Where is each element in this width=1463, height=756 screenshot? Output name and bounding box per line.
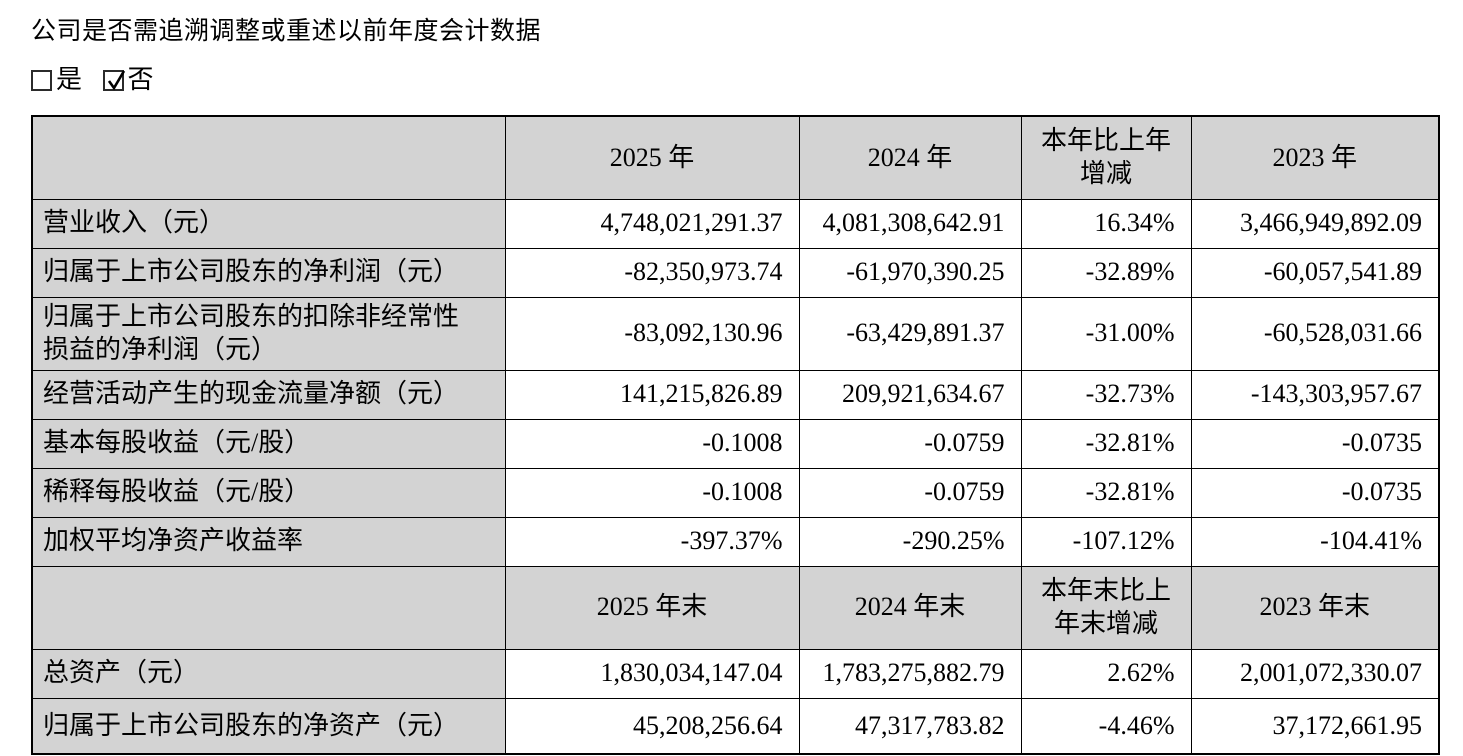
table-row-weighted-avg-roe: 加权平均净资产收益率 -397.37% -290.25% -107.12% -1… xyxy=(31,516,1440,567)
cell-2023: -60,528,031.66 xyxy=(1190,296,1440,371)
table-row-net-profit: 归属于上市公司股东的净利润（元） -82,350,973.74 -61,970,… xyxy=(31,247,1440,298)
cell-2023: -60,057,541.89 xyxy=(1190,247,1440,298)
row-label: 加权平均净资产收益率 xyxy=(31,516,506,567)
table-row-diluted-eps: 稀释每股收益（元/股） -0.1008 -0.0759 -32.81% -0.0… xyxy=(31,467,1440,518)
cell-2023: 3,466,949,892.09 xyxy=(1190,198,1440,249)
cell-2025: -397.37% xyxy=(504,516,800,567)
header-2023-end: 2023 年末 xyxy=(1190,565,1440,650)
cell-2023: -143,303,957.67 xyxy=(1190,369,1440,420)
cell-2024: -0.0759 xyxy=(798,418,1022,469)
cell-2025: 45,208,256.64 xyxy=(504,697,800,755)
table-row-basic-eps: 基本每股收益（元/股） -0.1008 -0.0759 -32.81% -0.0… xyxy=(31,418,1440,469)
cell-2023: 2,001,072,330.07 xyxy=(1190,648,1440,699)
cell-2024: 4,081,308,642.91 xyxy=(798,198,1022,249)
header-2025: 2025 年 xyxy=(504,115,800,200)
checkbox-checked-icon[interactable] xyxy=(102,69,125,91)
cell-2025: 1,830,034,147.04 xyxy=(504,648,800,699)
header-blank-cell xyxy=(31,565,506,650)
header-yoy-change: 本年比上年 增减 xyxy=(1020,115,1192,200)
cell-2023: 37,172,661.95 xyxy=(1190,697,1440,755)
cell-2023: -104.41% xyxy=(1190,516,1440,567)
table-row-revenue: 营业收入（元） 4,748,021,291.37 4,081,308,642.9… xyxy=(31,198,1440,249)
cell-2025: 141,215,826.89 xyxy=(504,369,800,420)
checkbox-unchecked-icon[interactable] xyxy=(31,69,52,91)
cell-change: 16.34% xyxy=(1020,198,1192,249)
option-yes[interactable]: 是 xyxy=(31,65,82,95)
table-row-total-assets: 总资产（元） 1,830,034,147.04 1,783,275,882.79… xyxy=(31,648,1440,699)
cell-change: -32.81% xyxy=(1020,418,1192,469)
table-row-operating-cash-flow: 经营活动产生的现金流量净额（元） 141,215,826.89 209,921,… xyxy=(31,369,1440,420)
row-label: 总资产（元） xyxy=(31,648,506,699)
table-row-net-profit-excl-nonrecurring: 归属于上市公司股东的扣除非经常性 损益的净利润（元） -83,092,130.9… xyxy=(31,296,1440,371)
option-yes-label: 是 xyxy=(56,65,83,94)
header-2024-end: 2024 年末 xyxy=(798,565,1022,650)
header-2024: 2024 年 xyxy=(798,115,1022,200)
cell-2025: 4,748,021,291.37 xyxy=(504,198,800,249)
header-row-year-end: 2025 年末 2024 年末 本年末比上 年末增减 2023 年末 xyxy=(31,565,1440,650)
row-label: 基本每股收益（元/股） xyxy=(31,418,506,469)
cell-2024: -63,429,891.37 xyxy=(798,296,1022,371)
row-label: 归属于上市公司股东的净资产（元） xyxy=(31,697,506,755)
cell-2024: -290.25% xyxy=(798,516,1022,567)
row-label: 归属于上市公司股东的净利润（元） xyxy=(31,247,506,298)
cell-2024: 47,317,783.82 xyxy=(798,697,1022,755)
header-blank-cell xyxy=(31,115,506,200)
cell-change: -32.81% xyxy=(1020,467,1192,518)
row-label: 营业收入（元） xyxy=(31,198,506,249)
cell-2025: -0.1008 xyxy=(504,467,800,518)
header-2025-end: 2025 年末 xyxy=(504,565,800,650)
cell-change: -32.73% xyxy=(1020,369,1192,420)
header-row-annual: 2025 年 2024 年 本年比上年 增减 2023 年 xyxy=(31,115,1440,200)
table-row-net-assets: 归属于上市公司股东的净资产（元） 45,208,256.64 47,317,78… xyxy=(31,697,1440,755)
question-text: 公司是否需追溯调整或重述以前年度会计数据 xyxy=(31,18,542,45)
cell-change: 2.62% xyxy=(1020,648,1192,699)
financial-summary-table: 2025 年 2024 年 本年比上年 增减 2023 年 营业收入（元） 4,… xyxy=(31,115,1440,755)
option-no-label: 否 xyxy=(127,65,154,94)
cell-change: -31.00% xyxy=(1020,296,1192,371)
row-label: 经营活动产生的现金流量净额（元） xyxy=(31,369,506,420)
option-no[interactable]: 否 xyxy=(102,65,154,95)
cell-2024: 209,921,634.67 xyxy=(798,369,1022,420)
cell-2025: -82,350,973.74 xyxy=(504,247,800,298)
cell-2024: -0.0759 xyxy=(798,467,1022,518)
check-icon xyxy=(107,69,125,90)
row-label: 归属于上市公司股东的扣除非经常性 损益的净利润（元） xyxy=(31,296,506,371)
cell-2023: -0.0735 xyxy=(1190,467,1440,518)
header-2023: 2023 年 xyxy=(1190,115,1440,200)
cell-change: -107.12% xyxy=(1020,516,1192,567)
cell-2025: -83,092,130.96 xyxy=(504,296,800,371)
cell-change: -32.89% xyxy=(1020,247,1192,298)
header-year-end-change: 本年末比上 年末增减 xyxy=(1020,565,1192,650)
row-label: 稀释每股收益（元/股） xyxy=(31,467,506,518)
cell-change: -4.46% xyxy=(1020,697,1192,755)
checkbox-row: 是 否 xyxy=(31,65,1463,95)
cell-2024: -61,970,390.25 xyxy=(798,247,1022,298)
cell-2025: -0.1008 xyxy=(504,418,800,469)
cell-2024: 1,783,275,882.79 xyxy=(798,648,1022,699)
cell-2023: -0.0735 xyxy=(1190,418,1440,469)
